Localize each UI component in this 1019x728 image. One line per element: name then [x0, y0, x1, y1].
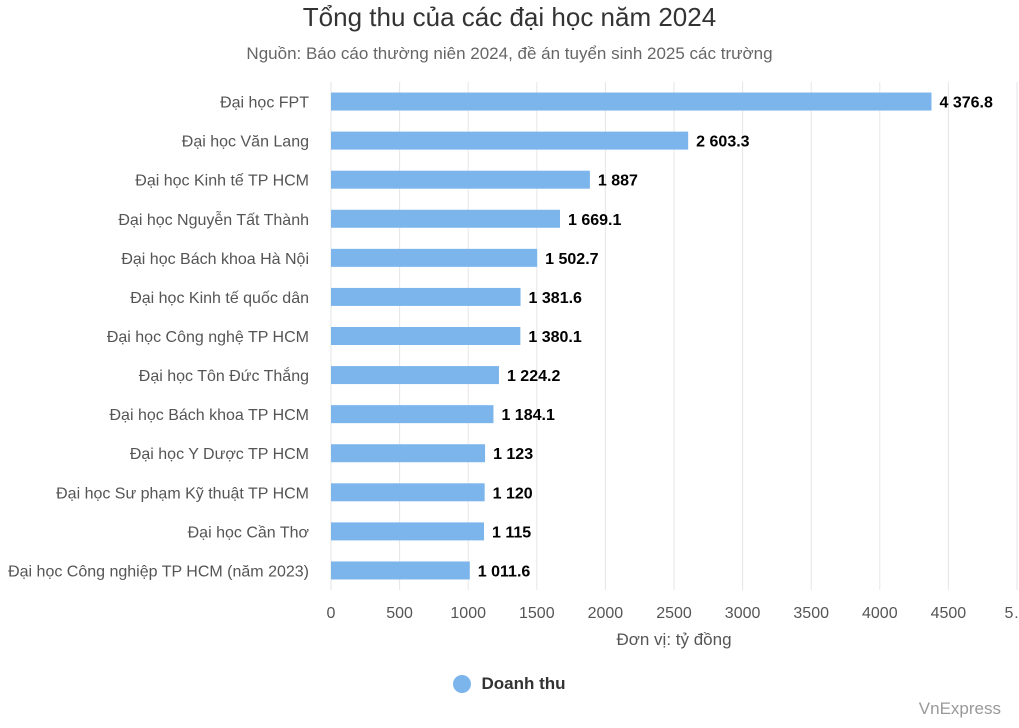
- category-label: Đại học Văn Lang: [182, 134, 309, 151]
- data-label: 1 115: [492, 524, 531, 541]
- x-tick-label: 3000: [725, 605, 761, 622]
- data-label: 1 502.7: [545, 251, 598, 268]
- category-label: Đại học Sư phạm Kỹ thuật TP HCM: [56, 485, 309, 502]
- chart-subtitle: Nguồn: Báo cáo thường niên 2024, đề án t…: [246, 44, 773, 63]
- bar[interactable]: [331, 287, 521, 306]
- legend-label: Doanh thu: [481, 674, 566, 693]
- data-label: 1 380.1: [528, 329, 581, 346]
- category-label: Đại học Công nghiệp TP HCM (năm 2023): [8, 563, 309, 580]
- category-label: Đại học Bách khoa Hà Nội: [121, 251, 309, 268]
- x-tick-label: 4500: [931, 605, 967, 622]
- category-label: Đại học Bách khoa TP HCM: [110, 407, 310, 424]
- legend-item-doanh-thu[interactable]: Doanh thu: [453, 674, 566, 694]
- category-labels: Đại học FPT Đại học Văn Lang Đại học Kinh …: [8, 95, 309, 581]
- chart-title: Tổng thu của các đại học năm 2024: [302, 2, 717, 32]
- bar[interactable]: [331, 327, 521, 345]
- credits[interactable]: VnExpress: [918, 699, 1001, 718]
- category-label: Đại học Nguyễn Tất Thành: [118, 210, 309, 229]
- bars: 4 376.8 2 603.3 1 887 1 669.1 1 502.7 1 381.6…: [331, 92, 993, 580]
- x-tick-label: 3500: [793, 605, 829, 622]
- data-label: 1 669.1: [568, 212, 621, 229]
- bar[interactable]: [331, 131, 689, 150]
- bar[interactable]: [331, 522, 484, 541]
- x-tick-label: 2500: [656, 605, 692, 622]
- bar[interactable]: [331, 483, 485, 502]
- bar[interactable]: [331, 366, 499, 385]
- data-label: 2 603.3: [696, 134, 749, 151]
- category-label: Đại học FPT: [220, 95, 309, 112]
- data-label: 1 123: [493, 446, 533, 463]
- data-label: 4 376.8: [939, 95, 992, 112]
- bar[interactable]: [331, 561, 470, 580]
- x-tick-label: 2000: [588, 605, 624, 622]
- bar[interactable]: [331, 170, 590, 189]
- x-tick-label: 500: [386, 605, 413, 622]
- data-label: 1 011.6: [478, 563, 531, 580]
- category-label: Đại học Y Dược TP HCM: [130, 446, 309, 463]
- data-label: 1 381.6: [529, 290, 582, 307]
- bar[interactable]: [331, 248, 538, 267]
- legend: Doanh thu: [0, 674, 1019, 698]
- legend-swatch: [453, 675, 472, 693]
- bar[interactable]: [331, 405, 494, 424]
- x-tick-label: 1000: [450, 605, 486, 622]
- category-label: Đại học Tôn Đức Thắng: [139, 366, 309, 385]
- data-label: 1 184.1: [501, 407, 554, 424]
- data-label: 1 887: [598, 173, 638, 190]
- data-label: 1 120: [493, 485, 533, 502]
- x-axis-title: Đơn vị: tỷ đồng: [616, 630, 731, 649]
- category-label: Đại học Cần Thơ: [188, 524, 310, 541]
- x-tick-label: 1500: [519, 605, 555, 622]
- x-tick-label: 5…: [1005, 605, 1019, 622]
- bar[interactable]: [331, 444, 486, 463]
- x-tick-label: 0: [327, 605, 336, 622]
- category-label: Đại học Kinh tế quốc dân: [130, 290, 309, 307]
- data-label: 1 224.2: [507, 368, 560, 385]
- x-tick-label: 4000: [862, 605, 898, 622]
- category-label: Đại học Công nghệ TP HCM: [107, 329, 309, 346]
- bar[interactable]: [331, 209, 561, 228]
- tick-labels: 0 500 1000 1500 2000 2500 3000 3500 4000 4500 5…: [327, 605, 1019, 622]
- category-label: Đại học Kinh tế TP HCM: [135, 173, 309, 190]
- bar[interactable]: [331, 92, 932, 111]
